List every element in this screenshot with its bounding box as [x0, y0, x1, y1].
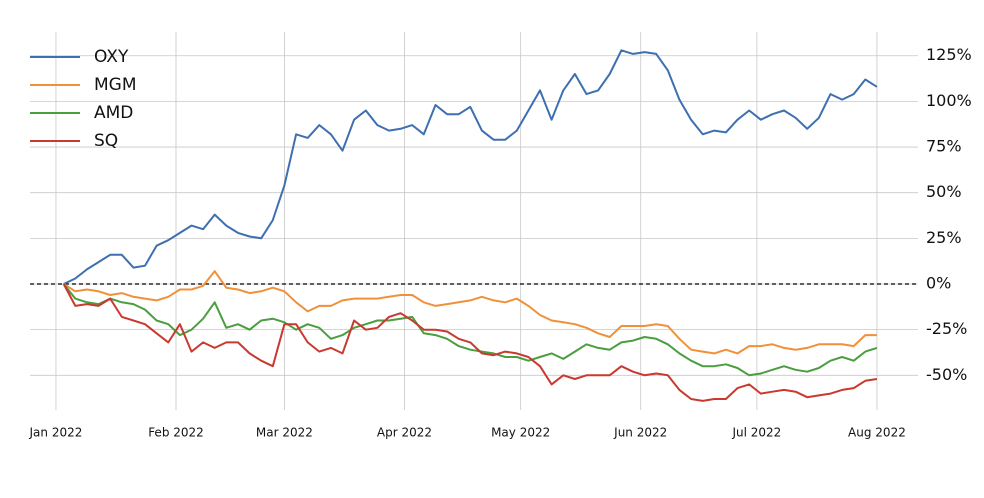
- y-tick-label: 75%: [926, 137, 962, 156]
- legend-label: AMD: [94, 103, 133, 123]
- x-tick-label: Aug 2022: [848, 426, 906, 440]
- x-tick-label: Feb 2022: [148, 426, 204, 440]
- series-line: [62, 283, 878, 402]
- x-tick-label: Jul 2022: [731, 426, 781, 440]
- x-tick-label: May 2022: [491, 426, 550, 440]
- x-tick-label: Apr 2022: [377, 426, 432, 440]
- x-tick-label: Mar 2022: [256, 426, 313, 440]
- legend-label: OXY: [94, 47, 129, 67]
- series-line: [63, 49, 878, 285]
- series-line: [62, 283, 878, 377]
- x-tick-label: Jun 2022: [613, 426, 667, 440]
- y-tick-label: 125%: [926, 45, 972, 64]
- y-tick-label: 100%: [926, 91, 972, 110]
- y-tick-label: -25%: [926, 319, 967, 338]
- y-tick-label: 0%: [926, 274, 951, 293]
- series-line: [63, 270, 877, 355]
- y-tick-label: 50%: [926, 182, 962, 201]
- legend-label: MGM: [94, 75, 137, 95]
- y-tick-label: -50%: [926, 365, 967, 384]
- y-tick-label: 25%: [926, 228, 962, 247]
- x-tick-label: Jan 2022: [29, 426, 83, 440]
- legend-label: SQ: [94, 131, 118, 151]
